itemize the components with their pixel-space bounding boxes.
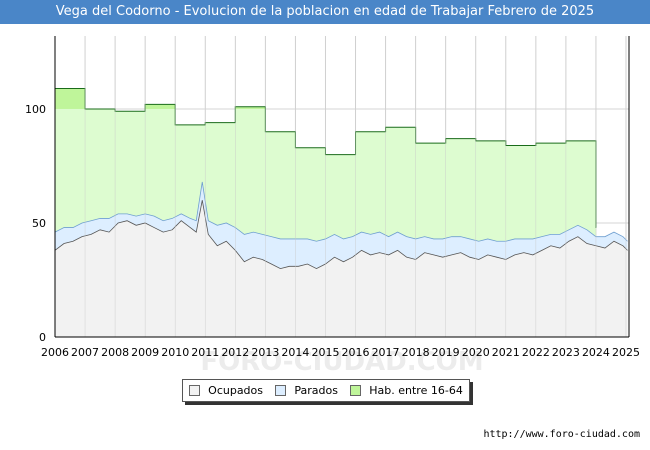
- legend-item-ocupados: Ocupados: [189, 384, 263, 397]
- legend-label-ocupados: Ocupados: [208, 384, 264, 397]
- series-hab-overflow: [145, 104, 176, 109]
- x-tick-label: 2021: [492, 346, 520, 359]
- x-tick-label: 2017: [372, 346, 400, 359]
- y-tick-label: 100: [25, 103, 46, 116]
- series-hab-line: [55, 87, 597, 229]
- legend: Ocupados Parados Hab. entre 16-64: [182, 379, 470, 402]
- legend-label-parados: Parados: [294, 384, 338, 397]
- axes: [54, 36, 630, 338]
- x-tick-label: 2008: [101, 346, 129, 359]
- legend-swatch-parados: [275, 385, 287, 396]
- x-tick-label: 2019: [432, 346, 460, 359]
- y-tick-label: 0: [39, 331, 46, 344]
- legend-swatch-ocupados: [189, 385, 201, 396]
- x-tick-label: 2010: [161, 346, 189, 359]
- legend-item-hab: Hab. entre 16-64: [350, 384, 463, 397]
- x-tick-label: 2009: [131, 346, 159, 359]
- legend-item-parados: Parados: [275, 384, 338, 397]
- series-parados-line: [54, 181, 628, 242]
- series-parados-area: [55, 181, 628, 269]
- legend-label-hab: Hab. entre 16-64: [369, 384, 463, 397]
- series-hab-overflow: [55, 88, 86, 109]
- x-tick-label: 2013: [251, 346, 279, 359]
- y-tick-label: 50: [32, 217, 46, 230]
- watermark: FORO-CIUDAD.COM: [200, 347, 483, 377]
- x-tick-label: 2024: [582, 346, 610, 359]
- x-tick-label: 2014: [281, 346, 309, 359]
- x-tick-label: 2025: [612, 346, 640, 359]
- legend-swatch-hab: [350, 385, 362, 396]
- x-tick-label: 2006: [41, 346, 69, 359]
- y-tick-labels: 0 50 100: [25, 103, 46, 344]
- series-ocupados-area: [55, 200, 628, 337]
- x-tick-labels: 2006 2007 2008 2009 2010 2011 2012 2013 2014 2015…: [41, 346, 640, 359]
- chart-title: Vega del Codorno - Evolucion de la pobla…: [0, 0, 650, 24]
- x-tick-label: 2011: [191, 346, 219, 359]
- x-tick-label: 2015: [311, 346, 339, 359]
- source-url: http://www.foro-ciudad.com: [483, 429, 640, 440]
- series-hab-overflow: [235, 106, 266, 109]
- x-tick-label: 2020: [462, 346, 490, 359]
- series-ocupados-line: [54, 200, 628, 270]
- series-layer: [54, 36, 628, 338]
- x-tick-label: 2023: [552, 346, 580, 359]
- x-tick-label: 2016: [342, 346, 370, 359]
- x-tick-label: 2022: [522, 346, 550, 359]
- x-tick-label: 2012: [221, 346, 249, 359]
- x-tick-label: 2007: [71, 346, 99, 359]
- x-tick-label: 2018: [402, 346, 430, 359]
